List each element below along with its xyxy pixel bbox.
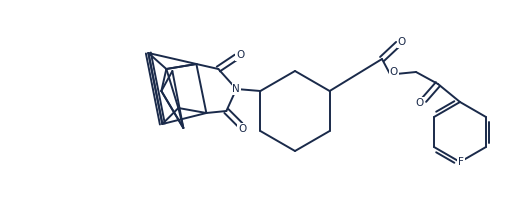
Text: O: O — [416, 98, 424, 108]
Text: F: F — [458, 157, 464, 167]
Text: N: N — [233, 84, 240, 94]
Text: O: O — [238, 124, 246, 134]
Text: O: O — [236, 50, 244, 60]
Text: O: O — [398, 37, 406, 47]
Text: O: O — [390, 67, 398, 77]
